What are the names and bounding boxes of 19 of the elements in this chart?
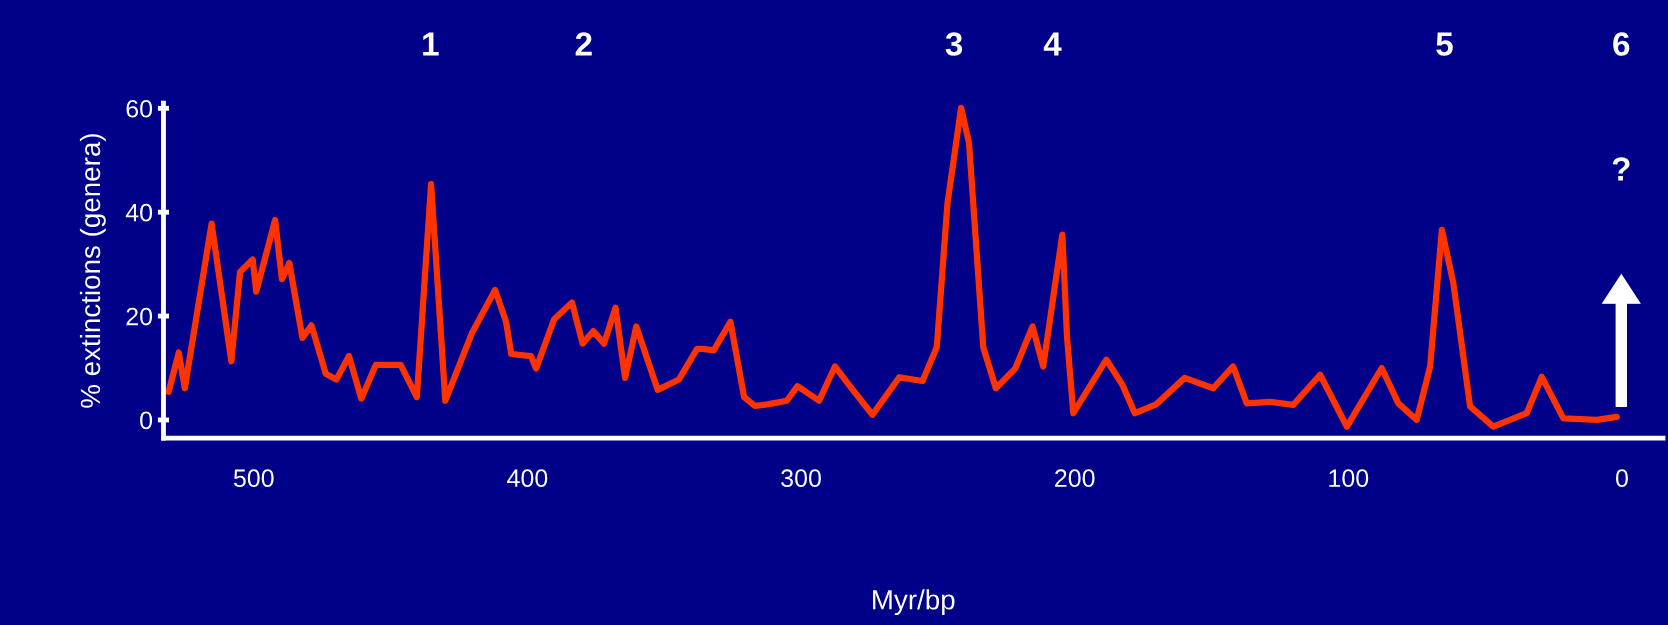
y-tick-label: 60 <box>126 99 153 118</box>
x-tick-label: 200 <box>1055 469 1095 488</box>
annotation: ? <box>1612 157 1630 181</box>
y-axis-title: % extinctions (genera) <box>79 134 106 408</box>
x-axis-title: Myr/bp <box>873 589 955 616</box>
y-tick-label: 40 <box>125 203 153 222</box>
text: 1 <box>423 32 439 56</box>
x-tick-label: 0 <box>1615 469 1628 488</box>
x-tick-label: 500 <box>233 469 274 488</box>
x-tick-label: 400 <box>507 469 548 488</box>
y-tick-label: 20 <box>126 307 153 326</box>
y-tick-label: 0 <box>140 411 153 430</box>
text: 6 <box>1613 32 1630 56</box>
text: 5 <box>1436 32 1453 56</box>
x-tick-label: 100 <box>1329 469 1369 488</box>
text: 4 <box>1043 32 1062 56</box>
text: 2 <box>575 32 592 56</box>
text: 3 <box>945 32 963 56</box>
x-tick-label: 300 <box>781 469 821 488</box>
